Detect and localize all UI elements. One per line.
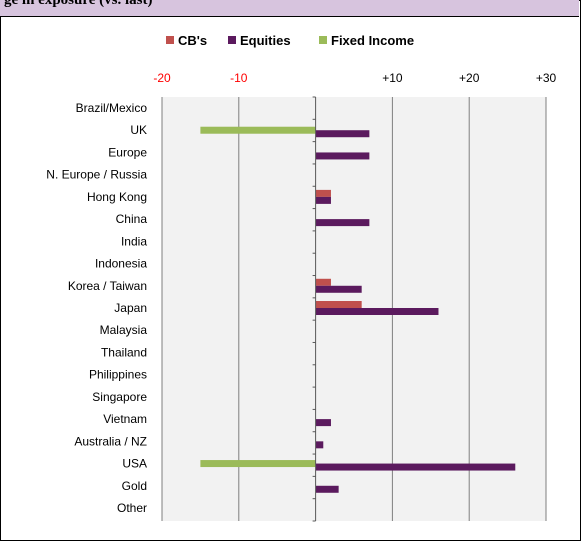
bar-equities-vietnam bbox=[315, 419, 331, 427]
bar-fixed-income-usa bbox=[200, 460, 316, 468]
tick-label-10: -10 bbox=[230, 71, 248, 85]
bar-equities-australia-nz bbox=[315, 441, 324, 449]
bar-equities-europe bbox=[315, 152, 370, 160]
tick-label-20: +20 bbox=[459, 71, 480, 85]
legend-label-cb-s: CB's bbox=[178, 33, 207, 48]
bar-cb-s-korea-taiwan bbox=[315, 278, 331, 286]
bar-equities-usa bbox=[315, 463, 516, 471]
category-label-brazil-mexico: Brazil/Mexico bbox=[76, 101, 148, 115]
legend-label-fixed-income: Fixed Income bbox=[331, 33, 414, 48]
category-axis bbox=[312, 96, 317, 522]
partial-title: ge in exposure (vs. last) bbox=[4, 0, 153, 8]
category-label-vietnam: Vietnam bbox=[103, 412, 147, 426]
chart-title-bar: ge in exposure (vs. last) bbox=[0, 0, 579, 17]
category-label-korea-taiwan: Korea / Taiwan bbox=[68, 279, 147, 293]
category-label-japan: Japan bbox=[114, 301, 147, 315]
category-label-n-europe-russia: N. Europe / Russia bbox=[46, 168, 147, 182]
category-label-uk: UK bbox=[130, 123, 147, 137]
tick-label-30: +30 bbox=[536, 71, 557, 85]
bar-equities-hong-kong bbox=[315, 196, 331, 204]
legend-swatch-cb-s bbox=[166, 36, 174, 44]
tick-label-10: +10 bbox=[382, 71, 403, 85]
category-label-gold: Gold bbox=[122, 479, 147, 493]
category-label-other: Other bbox=[117, 501, 147, 515]
bars bbox=[200, 126, 516, 493]
bar-equities-uk bbox=[315, 130, 370, 138]
bar-equities-korea-taiwan bbox=[315, 285, 362, 293]
bar-equities-japan bbox=[315, 308, 439, 315]
legend-swatch-equities bbox=[228, 36, 236, 44]
category-label-china: China bbox=[116, 212, 148, 226]
legend-label-equities: Equities bbox=[240, 33, 291, 48]
legend: CB's Equities Fixed Income bbox=[166, 33, 414, 48]
bar-equities-gold bbox=[315, 485, 339, 493]
category-label-hong-kong: Hong Kong bbox=[87, 190, 147, 204]
legend-swatch-fixed-income bbox=[319, 36, 327, 44]
category-label-usa: USA bbox=[122, 457, 147, 471]
category-label-india: India bbox=[121, 234, 147, 248]
bar-cb-s-hong-kong bbox=[315, 189, 331, 197]
category-label-singapore: Singapore bbox=[92, 390, 147, 404]
category-labels: Brazil/Mexico UK Europe N. Europe / Russia H… bbox=[46, 101, 147, 515]
bar-cb-s-japan bbox=[315, 301, 362, 308]
bar-fixed-income-uk bbox=[200, 126, 316, 134]
category-label-malaysia: Malaysia bbox=[100, 323, 148, 337]
category-label-philippines: Philippines bbox=[89, 368, 147, 382]
category-label-australia-nz: Australia / NZ bbox=[74, 434, 147, 448]
category-label-thailand: Thailand bbox=[101, 345, 147, 359]
tick-label-20: -20 bbox=[153, 71, 171, 85]
value-tick-labels: -20 -10 +10 +20 +30 bbox=[153, 71, 556, 85]
category-label-europe: Europe bbox=[108, 145, 147, 159]
bar-equities-china bbox=[315, 219, 370, 227]
category-label-indonesia: Indonesia bbox=[95, 257, 147, 271]
